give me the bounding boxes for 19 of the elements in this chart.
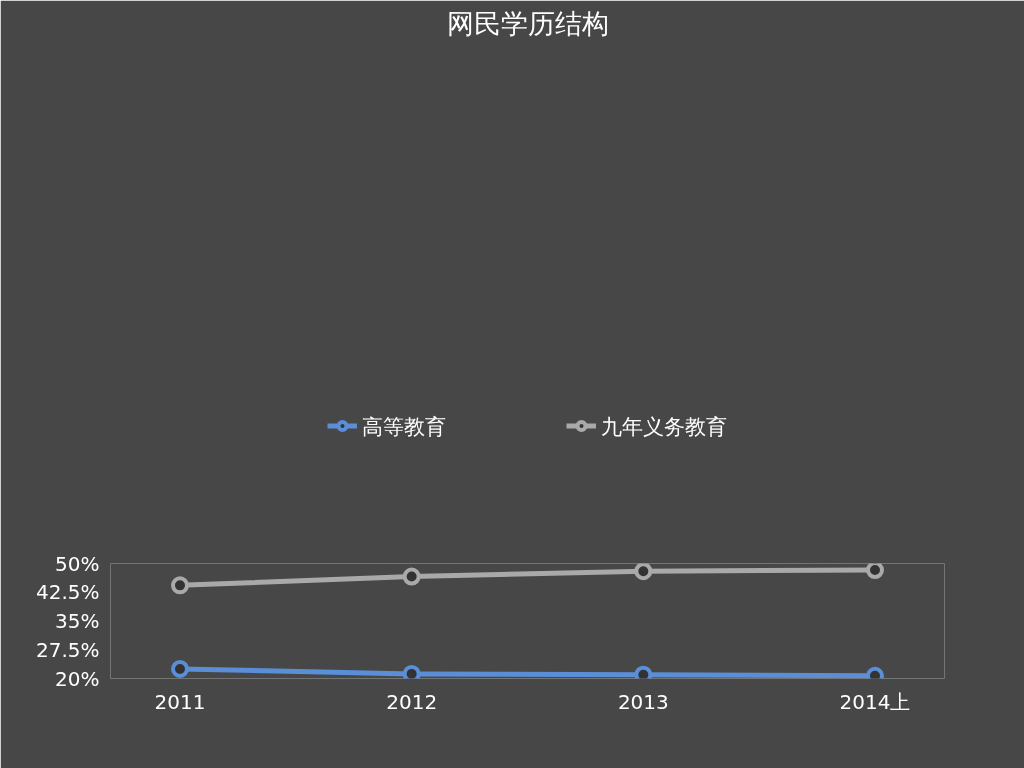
point [402,567,421,586]
y-tick-label: 20% [55,666,100,691]
y-tick-label: 42.5% [35,580,100,605]
point [866,563,884,579]
point [634,665,653,679]
point [171,659,189,678]
x-tick-label: 2011 [154,689,206,714]
legend-label: 九年义务教育 [601,412,727,441]
point [402,664,421,679]
x-tick-label: 2014上 [839,689,911,714]
y-tick-label: 35% [55,609,100,633]
y-tick-label: 50% [55,551,100,576]
x-tick-label: 2012 [386,689,438,714]
point [171,576,189,595]
point [634,563,653,581]
x-tick-label: 2013 [617,689,669,714]
legend-label: 高等教育 [362,412,446,441]
chart-title: 网民学历结构 [446,7,609,39]
y-tick-label: 27.5% [35,637,100,662]
